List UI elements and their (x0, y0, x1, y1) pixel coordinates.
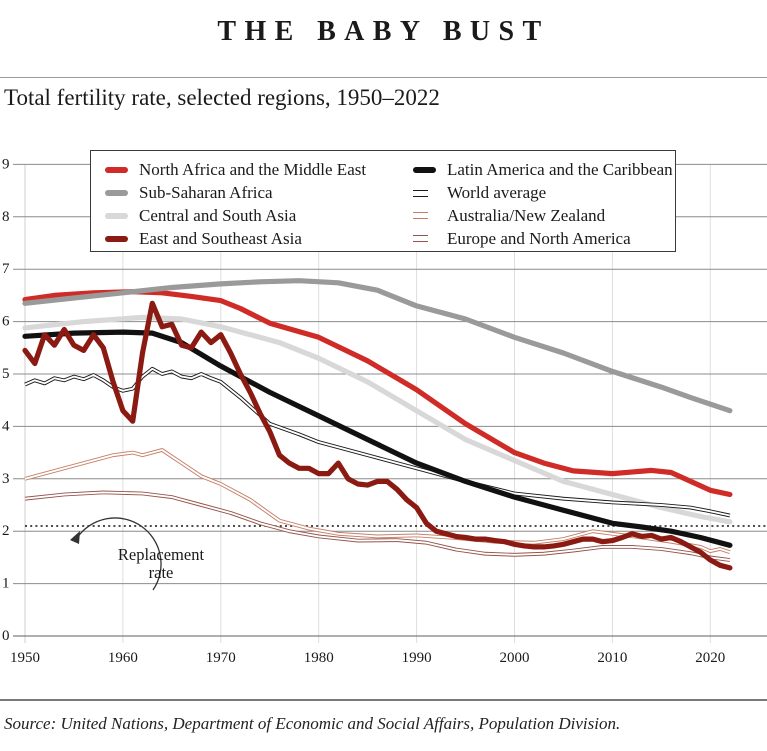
series-line-esea (22, 300, 733, 571)
source-divider (0, 699, 767, 701)
legend-label: Australia/New Zealand (447, 205, 606, 225)
thick-line-swatch (105, 190, 128, 197)
x-tick-label: 2010 (597, 650, 627, 666)
series-line-csa (22, 314, 733, 525)
replacement-rate-annotation: Replacement rate (92, 546, 230, 582)
y-tick-label: 8 (2, 209, 10, 225)
legend-column-left: North Africa and the Middle East Sub-Saha… (105, 159, 413, 251)
legend-column-right: Latin America and the Caribbean World ave… (413, 159, 673, 251)
y-tick-label: 9 (2, 156, 10, 172)
double-line-swatch (413, 235, 428, 243)
x-tick-label: 1990 (402, 650, 432, 666)
x-tick-label: 1950 (10, 650, 40, 666)
legend-swatch-ausnz (413, 212, 439, 220)
series-line-eune (24, 490, 731, 562)
x-tick-label: 2020 (695, 650, 725, 666)
legend-label: World average (447, 183, 547, 203)
series-line-name (22, 289, 733, 498)
legend-item-latam: Latin America and the Caribbean (413, 159, 673, 182)
series-line-ssa (22, 278, 733, 414)
thick-line-swatch (105, 167, 128, 174)
legend-swatch-latam (413, 167, 439, 174)
y-tick-label: 4 (2, 418, 10, 434)
series-line-world (24, 366, 731, 518)
thick-line-swatch (105, 235, 128, 242)
legend-swatch-name (105, 167, 131, 174)
legend-item-ssa: Sub-Saharan Africa (105, 182, 413, 205)
x-axis-labels: 1950 1960 1970 1980 1990 2000 2010 2020 (10, 650, 725, 666)
source-credit: Source: United Nations, Department of Ec… (4, 714, 621, 733)
x-tick-label: 1970 (206, 650, 236, 666)
double-line-swatch (413, 189, 428, 197)
legend-label: East and Southeast Asia (139, 228, 302, 248)
thick-line-swatch (105, 212, 128, 219)
legend-label: Europe and North America (447, 228, 631, 248)
legend-item-name: North Africa and the Middle East (105, 159, 413, 182)
y-tick-label: 0 (2, 628, 10, 644)
legend-label: Central and South Asia (139, 205, 297, 225)
legend-label: Latin America and the Caribbean (447, 160, 673, 180)
replacement-arrow (70, 517, 162, 591)
legend-item-eune: Europe and North America (413, 227, 673, 250)
y-tick-label: 6 (2, 314, 10, 330)
page-title: THE BABY BUST (217, 16, 550, 47)
annotation-line-2: rate (148, 562, 174, 582)
legend-item-world: World average (413, 182, 673, 205)
double-line-swatch (413, 212, 428, 220)
legend-item-esea: East and Southeast Asia (105, 227, 413, 250)
legend-swatch-csa (105, 212, 131, 219)
legend-label: Sub-Saharan Africa (139, 183, 273, 203)
x-tick-label: 1960 (108, 650, 138, 666)
x-tick-label: 2000 (500, 650, 530, 666)
legend-swatch-ssa (105, 190, 131, 197)
y-tick-label: 1 (2, 576, 10, 592)
legend-label: North Africa and the Middle East (139, 160, 367, 180)
annotation-line-1: Replacement (117, 545, 205, 564)
chart-subtitle: Total fertility rate, selected regions, … (4, 85, 440, 110)
legend-swatch-eune (413, 235, 439, 243)
y-tick-label: 5 (2, 366, 10, 382)
y-tick-label: 7 (2, 261, 10, 277)
legend-item-csa: Central and South Asia (105, 205, 413, 228)
y-tick-label: 3 (2, 471, 10, 487)
y-axis-labels: 0 1 2 3 4 5 6 7 8 9 (0, 155, 13, 644)
thick-line-swatch (413, 167, 436, 174)
y-tick-label: 2 (2, 523, 10, 539)
title-divider (0, 77, 767, 78)
x-tick-label: 1980 (304, 650, 334, 666)
legend-item-ausnz: Australia/New Zealand (413, 205, 673, 228)
legend-swatch-esea (105, 235, 131, 242)
chart-legend: North Africa and the Middle East Sub-Saha… (90, 150, 676, 252)
legend-swatch-world (413, 189, 439, 197)
